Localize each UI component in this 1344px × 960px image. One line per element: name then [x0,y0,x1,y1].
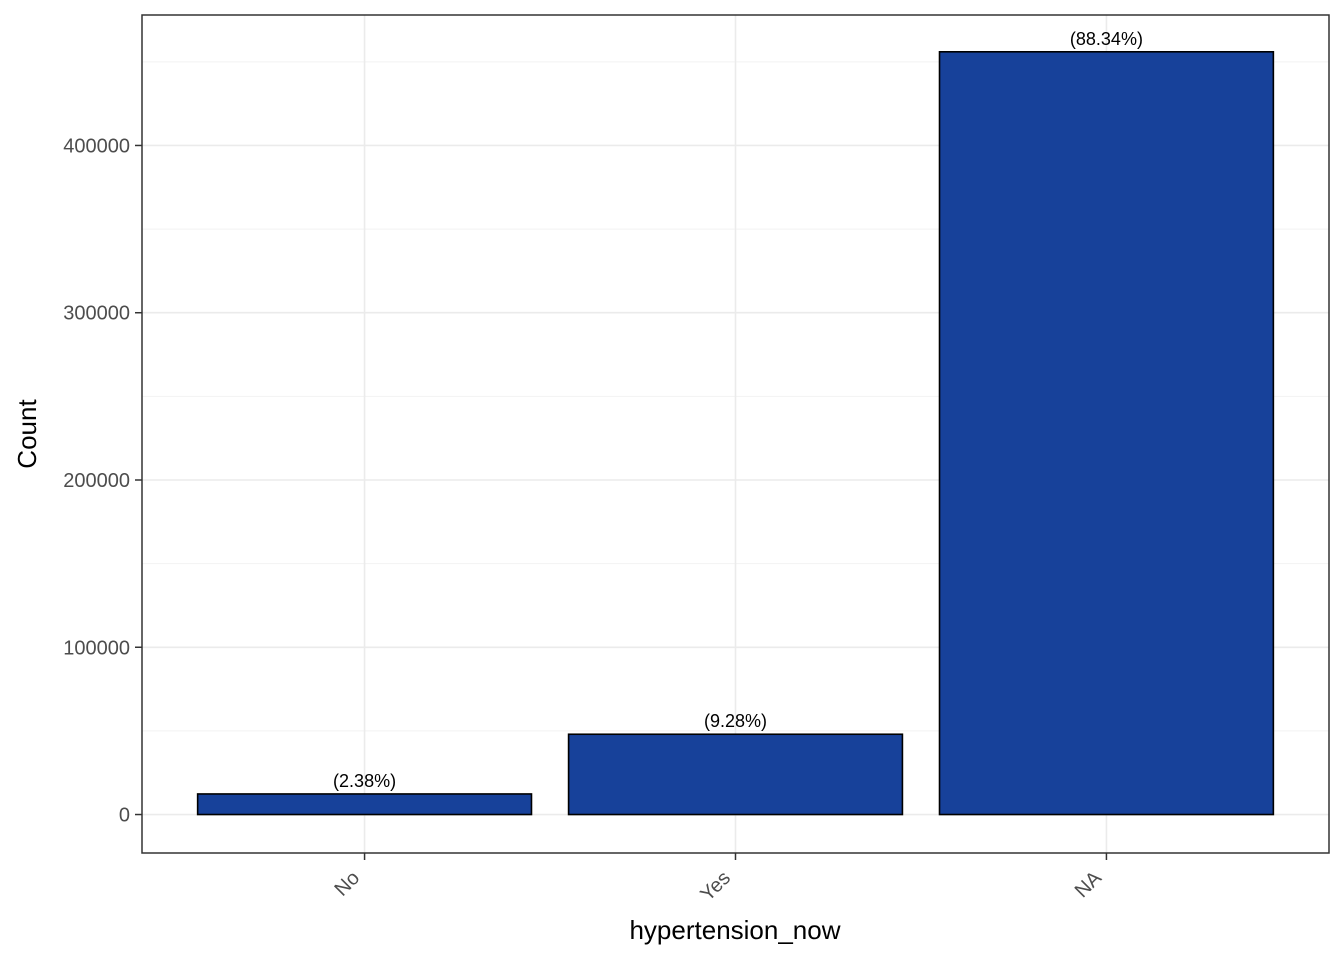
data-labels: (2.38%) (9.28%) (88.34%) [333,29,1143,791]
x-axis-ticks: No Yes NA [330,853,1108,906]
y-tick-label: 0 [119,805,130,827]
y-tick-label: 100000 [63,637,130,659]
data-label: (88.34%) [1070,29,1143,49]
x-tick-label: No [330,867,364,901]
bar-no [196,793,533,816]
bar-yes [567,733,904,816]
x-tick-label: Yes [696,867,735,906]
y-tick-label: 400000 [63,135,130,157]
x-tick-label: NA [1071,867,1107,903]
bar-na [938,50,1275,816]
x-axis-title: hypertension_now [629,915,840,945]
data-label: (9.28%) [704,711,767,731]
y-axis-title: Count [12,399,42,469]
data-label: (2.38%) [333,771,396,791]
bars [196,50,1275,816]
y-axis-ticks: 0 100000 200000 300000 400000 [63,135,142,827]
y-tick-label: 300000 [63,303,130,325]
y-tick-label: 200000 [63,470,130,492]
